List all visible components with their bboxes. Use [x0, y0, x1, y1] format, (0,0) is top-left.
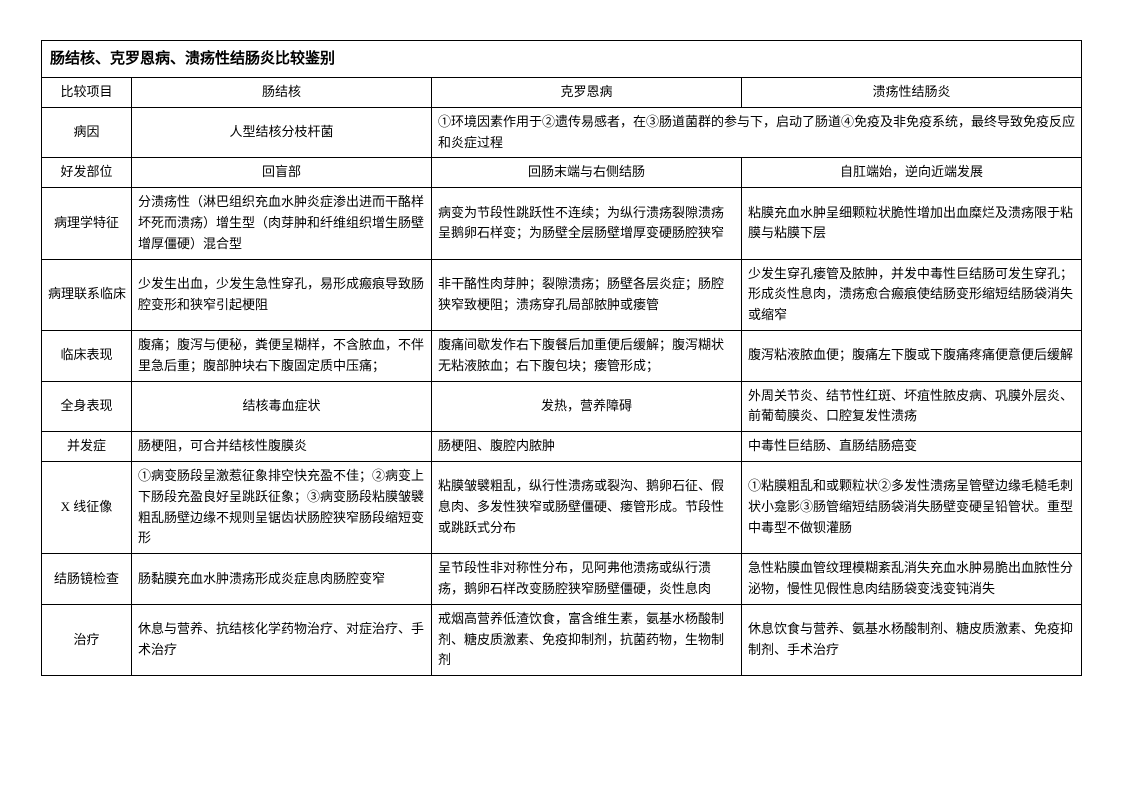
table-row: 好发部位回盲部回肠末端与右侧结肠自肛端始，逆向近端发展	[42, 158, 1082, 188]
table-row: 病理学特征分溃疡性（淋巴组织充血水肿炎症渗出进而干酪样坏死而溃疡）增生型（肉芽肿…	[42, 188, 1082, 259]
cell: 休息与营养、抗结核化学药物治疗、对症治疗、手术治疗	[132, 604, 432, 675]
row-label: 病因	[42, 107, 132, 158]
cell: 呈节段性非对称性分布，见阿弗他溃疡或纵行溃疡，鹅卵石样改变肠腔狭窄肠壁僵硬，炎性…	[432, 554, 742, 605]
header-row: 比较项目 肠结核 克罗恩病 溃疡性结肠炎	[42, 78, 1082, 108]
header-crohn: 克罗恩病	[432, 78, 742, 108]
cell: 发热，营养障碍	[432, 381, 742, 432]
comparison-table: 肠结核、克罗恩病、溃疡性结肠炎比较鉴别 比较项目 肠结核 克罗恩病 溃疡性结肠炎…	[41, 40, 1082, 676]
cell: 少发生穿孔瘘管及脓肿，并发中毒性巨结肠可发生穿孔；形成炎性息肉，溃疡愈合瘢痕使结…	[742, 259, 1082, 330]
cell: 肠梗阻，可合并结核性腹膜炎	[132, 432, 432, 462]
cell: 腹痛；腹泻与便秘，粪便呈糊样，不含脓血，不伴里急后重；腹部肿块右下腹固定质中压痛…	[132, 330, 432, 381]
row-label: 病理学特征	[42, 188, 132, 259]
cell: ①病变肠段呈激惹征象排空快充盈不佳；②病变上下肠段充盈良好呈跳跃征象；③病变肠段…	[132, 461, 432, 553]
table-row: 病理联系临床少发生出血，少发生急性穿孔，易形成瘢痕导致肠腔变形和狭窄引起梗阻非干…	[42, 259, 1082, 330]
row-label: 并发症	[42, 432, 132, 462]
header-compare: 比较项目	[42, 78, 132, 108]
cell: 回盲部	[132, 158, 432, 188]
table-row: X 线征像①病变肠段呈激惹征象排空快充盈不佳；②病变上下肠段充盈良好呈跳跃征象；…	[42, 461, 1082, 553]
table-row: 临床表现腹痛；腹泻与便秘，粪便呈糊样，不含脓血，不伴里急后重；腹部肿块右下腹固定…	[42, 330, 1082, 381]
row-label: 临床表现	[42, 330, 132, 381]
row-label: 全身表现	[42, 381, 132, 432]
cell: 休息饮食与营养、氨基水杨酸制剂、糖皮质激素、免疫抑制剂、手术治疗	[742, 604, 1082, 675]
cell: 粘膜皱襞粗乱，纵行性溃疡或裂沟、鹅卵石征、假息肉、多发性狭窄或肠壁僵硬、瘘管形成…	[432, 461, 742, 553]
table-row: 结肠镜检查肠黏膜充血水肿溃疡形成炎症息肉肠腔变窄呈节段性非对称性分布，见阿弗他溃…	[42, 554, 1082, 605]
row-label: 好发部位	[42, 158, 132, 188]
cell: 非干酪性肉芽肿；裂隙溃疡；肠壁各层炎症；肠腔狭窄致梗阻；溃疡穿孔局部脓肿或瘘管	[432, 259, 742, 330]
row-label: 结肠镜检查	[42, 554, 132, 605]
cell: 粘膜充血水肿呈细颗粒状脆性增加出血糜烂及溃疡限于粘膜与粘膜下层	[742, 188, 1082, 259]
cell: 中毒性巨结肠、直肠结肠癌变	[742, 432, 1082, 462]
cell: 人型结核分枝杆菌	[132, 107, 432, 158]
row-label: X 线征像	[42, 461, 132, 553]
cell: 外周关节炎、结节性红斑、坏疽性脓皮病、巩膜外层炎、前葡萄膜炎、口腔复发性溃疡	[742, 381, 1082, 432]
title-row: 肠结核、克罗恩病、溃疡性结肠炎比较鉴别	[42, 41, 1082, 78]
table-row: 治疗休息与营养、抗结核化学药物治疗、对症治疗、手术治疗戒烟高营养低渣饮食，富含维…	[42, 604, 1082, 675]
cell: 回肠末端与右侧结肠	[432, 158, 742, 188]
cell: 腹痛间歇发作右下腹餐后加重便后缓解；腹泻糊状无粘液脓血；右下腹包块；瘘管形成；	[432, 330, 742, 381]
cell: 肠黏膜充血水肿溃疡形成炎症息肉肠腔变窄	[132, 554, 432, 605]
table-row: 全身表现结核毒血症状发热，营养障碍外周关节炎、结节性红斑、坏疽性脓皮病、巩膜外层…	[42, 381, 1082, 432]
cell: 自肛端始，逆向近端发展	[742, 158, 1082, 188]
header-uc: 溃疡性结肠炎	[742, 78, 1082, 108]
cell: 病变为节段性跳跃性不连续；为纵行溃疡裂隙溃疡呈鹅卵石样变；为肠壁全层肠壁增厚变硬…	[432, 188, 742, 259]
table-row: 并发症肠梗阻，可合并结核性腹膜炎肠梗阻、腹腔内脓肿中毒性巨结肠、直肠结肠癌变	[42, 432, 1082, 462]
cell: 急性粘膜血管纹理模糊紊乱消失充血水肿易脆出血脓性分泌物，慢性见假性息肉结肠袋变浅…	[742, 554, 1082, 605]
cell: ①环境因素作用于②遗传易感者，在③肠道菌群的参与下，启动了肠道④免疫及非免疫系统…	[432, 107, 1082, 158]
header-tb: 肠结核	[132, 78, 432, 108]
cell: 结核毒血症状	[132, 381, 432, 432]
table-title: 肠结核、克罗恩病、溃疡性结肠炎比较鉴别	[42, 41, 1082, 78]
table-row: 病因人型结核分枝杆菌①环境因素作用于②遗传易感者，在③肠道菌群的参与下，启动了肠…	[42, 107, 1082, 158]
cell: 腹泻粘液脓血便；腹痛左下腹或下腹痛疼痛便意便后缓解	[742, 330, 1082, 381]
cell: 戒烟高营养低渣饮食，富含维生素，氨基水杨酸制剂、糖皮质激素、免疫抑制剂，抗菌药物…	[432, 604, 742, 675]
cell: 肠梗阻、腹腔内脓肿	[432, 432, 742, 462]
cell: 少发生出血，少发生急性穿孔，易形成瘢痕导致肠腔变形和狭窄引起梗阻	[132, 259, 432, 330]
row-label: 治疗	[42, 604, 132, 675]
cell: ①粘膜粗乱和或颗粒状②多发性溃疡呈管壁边缘毛糙毛刺状小龛影③肠管缩短结肠袋消失肠…	[742, 461, 1082, 553]
cell: 分溃疡性（淋巴组织充血水肿炎症渗出进而干酪样坏死而溃疡）增生型（肉芽肿和纤维组织…	[132, 188, 432, 259]
row-label: 病理联系临床	[42, 259, 132, 330]
